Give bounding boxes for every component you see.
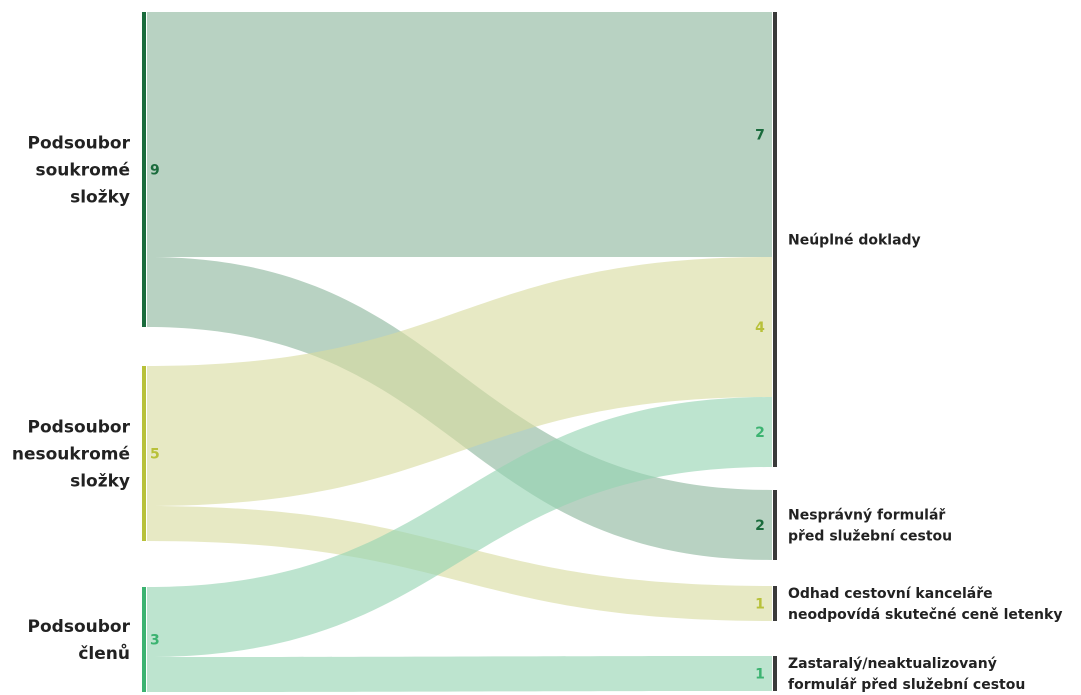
source-label-s1: Podsoubor soukromé složky (28, 134, 131, 208)
target-label-line: Nesprávný formulář (788, 508, 945, 524)
target-bar-t4 (773, 656, 777, 691)
source-value-label-s3: 3 (150, 633, 160, 649)
flow-value-label-s2-t3: 1 (755, 597, 765, 613)
source-bar-s3 (142, 587, 146, 692)
target-bar-t2 (773, 490, 777, 560)
source-value-label-s1: 9 (150, 163, 160, 179)
target-label-line: neodpovídá skutečné ceně letenky (788, 607, 1062, 623)
source-value-label-s2: 5 (150, 447, 160, 463)
target-label-line: Neúplné doklady (788, 233, 921, 249)
target-label-line: Zastaralý/neaktualizovaný (788, 656, 997, 672)
source-label-line: složky (70, 188, 130, 208)
source-label-s2: Podsoubor nesoukromé složky (12, 418, 131, 492)
flow-s2-t1 (147, 257, 772, 506)
source-label-s3: Podsoubor členů (28, 617, 131, 664)
source-label-line: členů (78, 642, 130, 664)
source-label-line: Podsoubor (28, 617, 131, 637)
target-label-line: formulář před služební cestou (788, 677, 1025, 693)
source-label-line: Podsoubor (28, 418, 131, 438)
labels-layer: 7 2 4 1 2 1 9 Podsoubor soukromé složky 5 Podsoubor… (12, 128, 1063, 694)
target-label-line: Odhad cestovní kanceláře (788, 586, 993, 602)
flow-value-label-s3-t1: 2 (755, 425, 765, 441)
source-label-line: nesoukromé (12, 445, 130, 465)
target-bar-t3 (773, 586, 777, 621)
flow-s3-t1 (147, 397, 772, 657)
flow-s2-t3 (147, 506, 772, 621)
flows-layer (147, 12, 772, 692)
nodes-layer (142, 12, 777, 692)
flow-value-label-s1-t1: 7 (755, 128, 765, 144)
flow-s1-t1 (147, 12, 772, 257)
source-bar-s2 (142, 366, 146, 541)
flow-value-label-s1-t2: 2 (755, 518, 765, 534)
target-label-t2: Nesprávný formulář před služební cestou (788, 508, 952, 545)
source-label-line: Podsoubor (28, 134, 131, 154)
target-label-t4: Zastaralý/neaktualizovaný formulář před s… (788, 656, 1025, 693)
target-label-t1: Neúplné doklady (788, 233, 921, 249)
target-label-t3: Odhad cestovní kanceláře neodpovídá skute… (788, 586, 1062, 623)
source-bar-s1 (142, 12, 146, 327)
target-bar-t1 (773, 12, 777, 467)
flow-value-label-s2-t1: 4 (755, 320, 765, 336)
target-label-line: před služební cestou (788, 529, 952, 545)
flow-s3-t4 (147, 656, 772, 692)
flow-value-label-s3-t4: 1 (755, 667, 765, 683)
source-label-line: soukromé (35, 161, 130, 181)
source-label-line: složky (70, 472, 130, 492)
